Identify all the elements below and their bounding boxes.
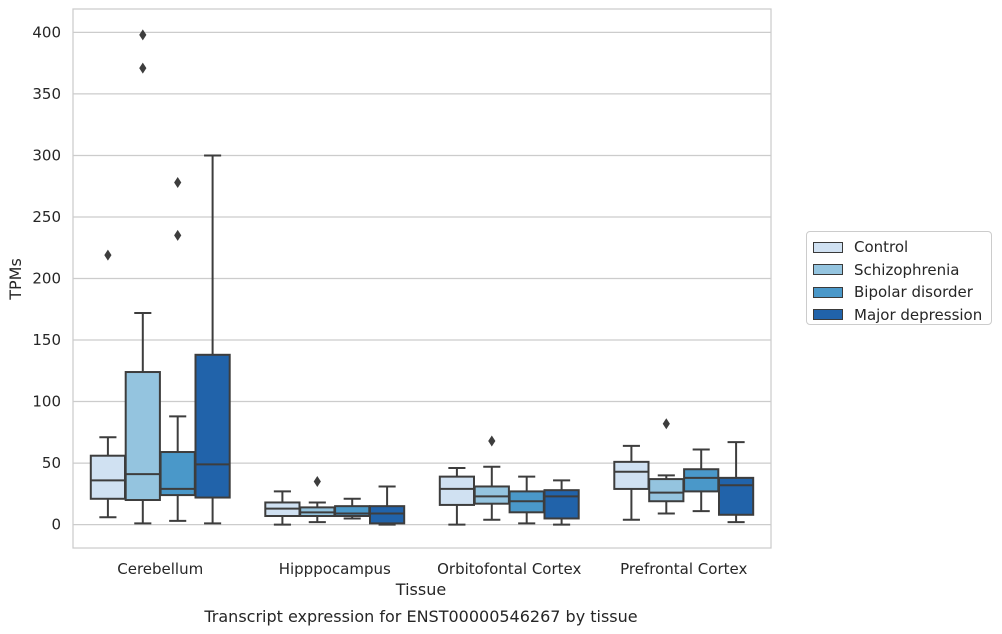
outlier-point xyxy=(174,177,182,189)
iqr-box xyxy=(613,460,650,490)
iqr-box xyxy=(194,353,231,499)
legend-item: Schizophrenia xyxy=(813,259,991,282)
y-tick-label: 0 xyxy=(51,516,61,534)
outlier-point xyxy=(139,29,147,41)
y-tick-labels: 0 50 100 150 200 250 300 350 400 xyxy=(32,23,61,533)
iqr-box xyxy=(438,475,476,506)
outlier-point xyxy=(488,435,496,447)
box-schizophrenia xyxy=(299,476,336,524)
outlier-point xyxy=(139,62,147,74)
legend-label: Control xyxy=(854,238,909,257)
legend-label: Schizophrenia xyxy=(854,260,960,279)
y-tick-label: 150 xyxy=(32,331,61,349)
x-tick-labels: Cerebellum Hipppocampus Orbitofontal Corte… xyxy=(117,560,747,578)
box-schizophrenia xyxy=(124,29,161,525)
y-tick-label: 400 xyxy=(32,23,61,41)
iqr-box xyxy=(717,476,755,516)
legend-item: Bipolar disorder xyxy=(813,281,991,304)
y-tick-label: 300 xyxy=(32,146,61,164)
legend-label: Bipolar disorder xyxy=(854,283,973,302)
y-axis-label: TPMs xyxy=(6,258,25,301)
box-bipolar-disorder xyxy=(683,448,720,513)
y-tick-label: 100 xyxy=(32,393,61,411)
boxes xyxy=(89,29,755,526)
y-tick-label: 250 xyxy=(32,208,61,226)
legend-swatch xyxy=(813,286,843,298)
iqr-box xyxy=(683,468,720,493)
legend: Control Schizophrenia Bipolar disorder Majo… xyxy=(806,231,992,325)
legend-item: Control xyxy=(813,236,991,259)
box-schizophrenia xyxy=(648,418,685,515)
box-schizophrenia xyxy=(473,435,510,521)
plot-area-frame xyxy=(72,8,772,549)
x-tick-label: Orbitofontal Cortex xyxy=(437,560,581,578)
box-bipolar-disorder xyxy=(508,475,545,525)
iqr-box xyxy=(159,451,196,497)
iqr-box xyxy=(124,371,161,502)
y-tick-label: 50 xyxy=(42,454,61,472)
chart-caption: Transcript expression for ENST0000054626… xyxy=(203,607,637,626)
box-control xyxy=(438,467,476,526)
x-tick-label: Cerebellum xyxy=(117,560,203,578)
outlier-point xyxy=(174,229,182,241)
box-bipolar-disorder xyxy=(334,497,371,520)
box-major-depression xyxy=(543,479,580,526)
x-axis-label: Tissue xyxy=(395,580,446,599)
box-major-depression xyxy=(368,485,406,526)
iqr-box xyxy=(473,485,510,505)
x-tick-label: Hipppocampus xyxy=(279,560,391,578)
x-tick-label: Prefrontal Cortex xyxy=(620,560,747,578)
legend-item: Major depression xyxy=(813,304,991,327)
box-control xyxy=(89,249,127,519)
outlier-point xyxy=(662,418,670,430)
outlier-point xyxy=(104,249,112,261)
box-major-depression xyxy=(194,154,231,525)
y-tick-label: 200 xyxy=(32,270,61,288)
iqr-box xyxy=(368,505,406,525)
y-tick-label: 350 xyxy=(32,85,61,103)
box-control xyxy=(264,490,301,526)
legend-swatch xyxy=(813,241,843,253)
legend-swatch xyxy=(813,264,843,276)
legend-label: Major depression xyxy=(854,305,983,324)
box-control xyxy=(613,444,650,521)
box-bipolar-disorder xyxy=(159,177,196,522)
legend-swatch xyxy=(813,309,843,321)
box-major-depression xyxy=(717,441,755,524)
iqr-box xyxy=(89,454,127,500)
iqr-box xyxy=(648,478,685,503)
iqr-box xyxy=(543,489,580,520)
outlier-point xyxy=(313,476,321,488)
